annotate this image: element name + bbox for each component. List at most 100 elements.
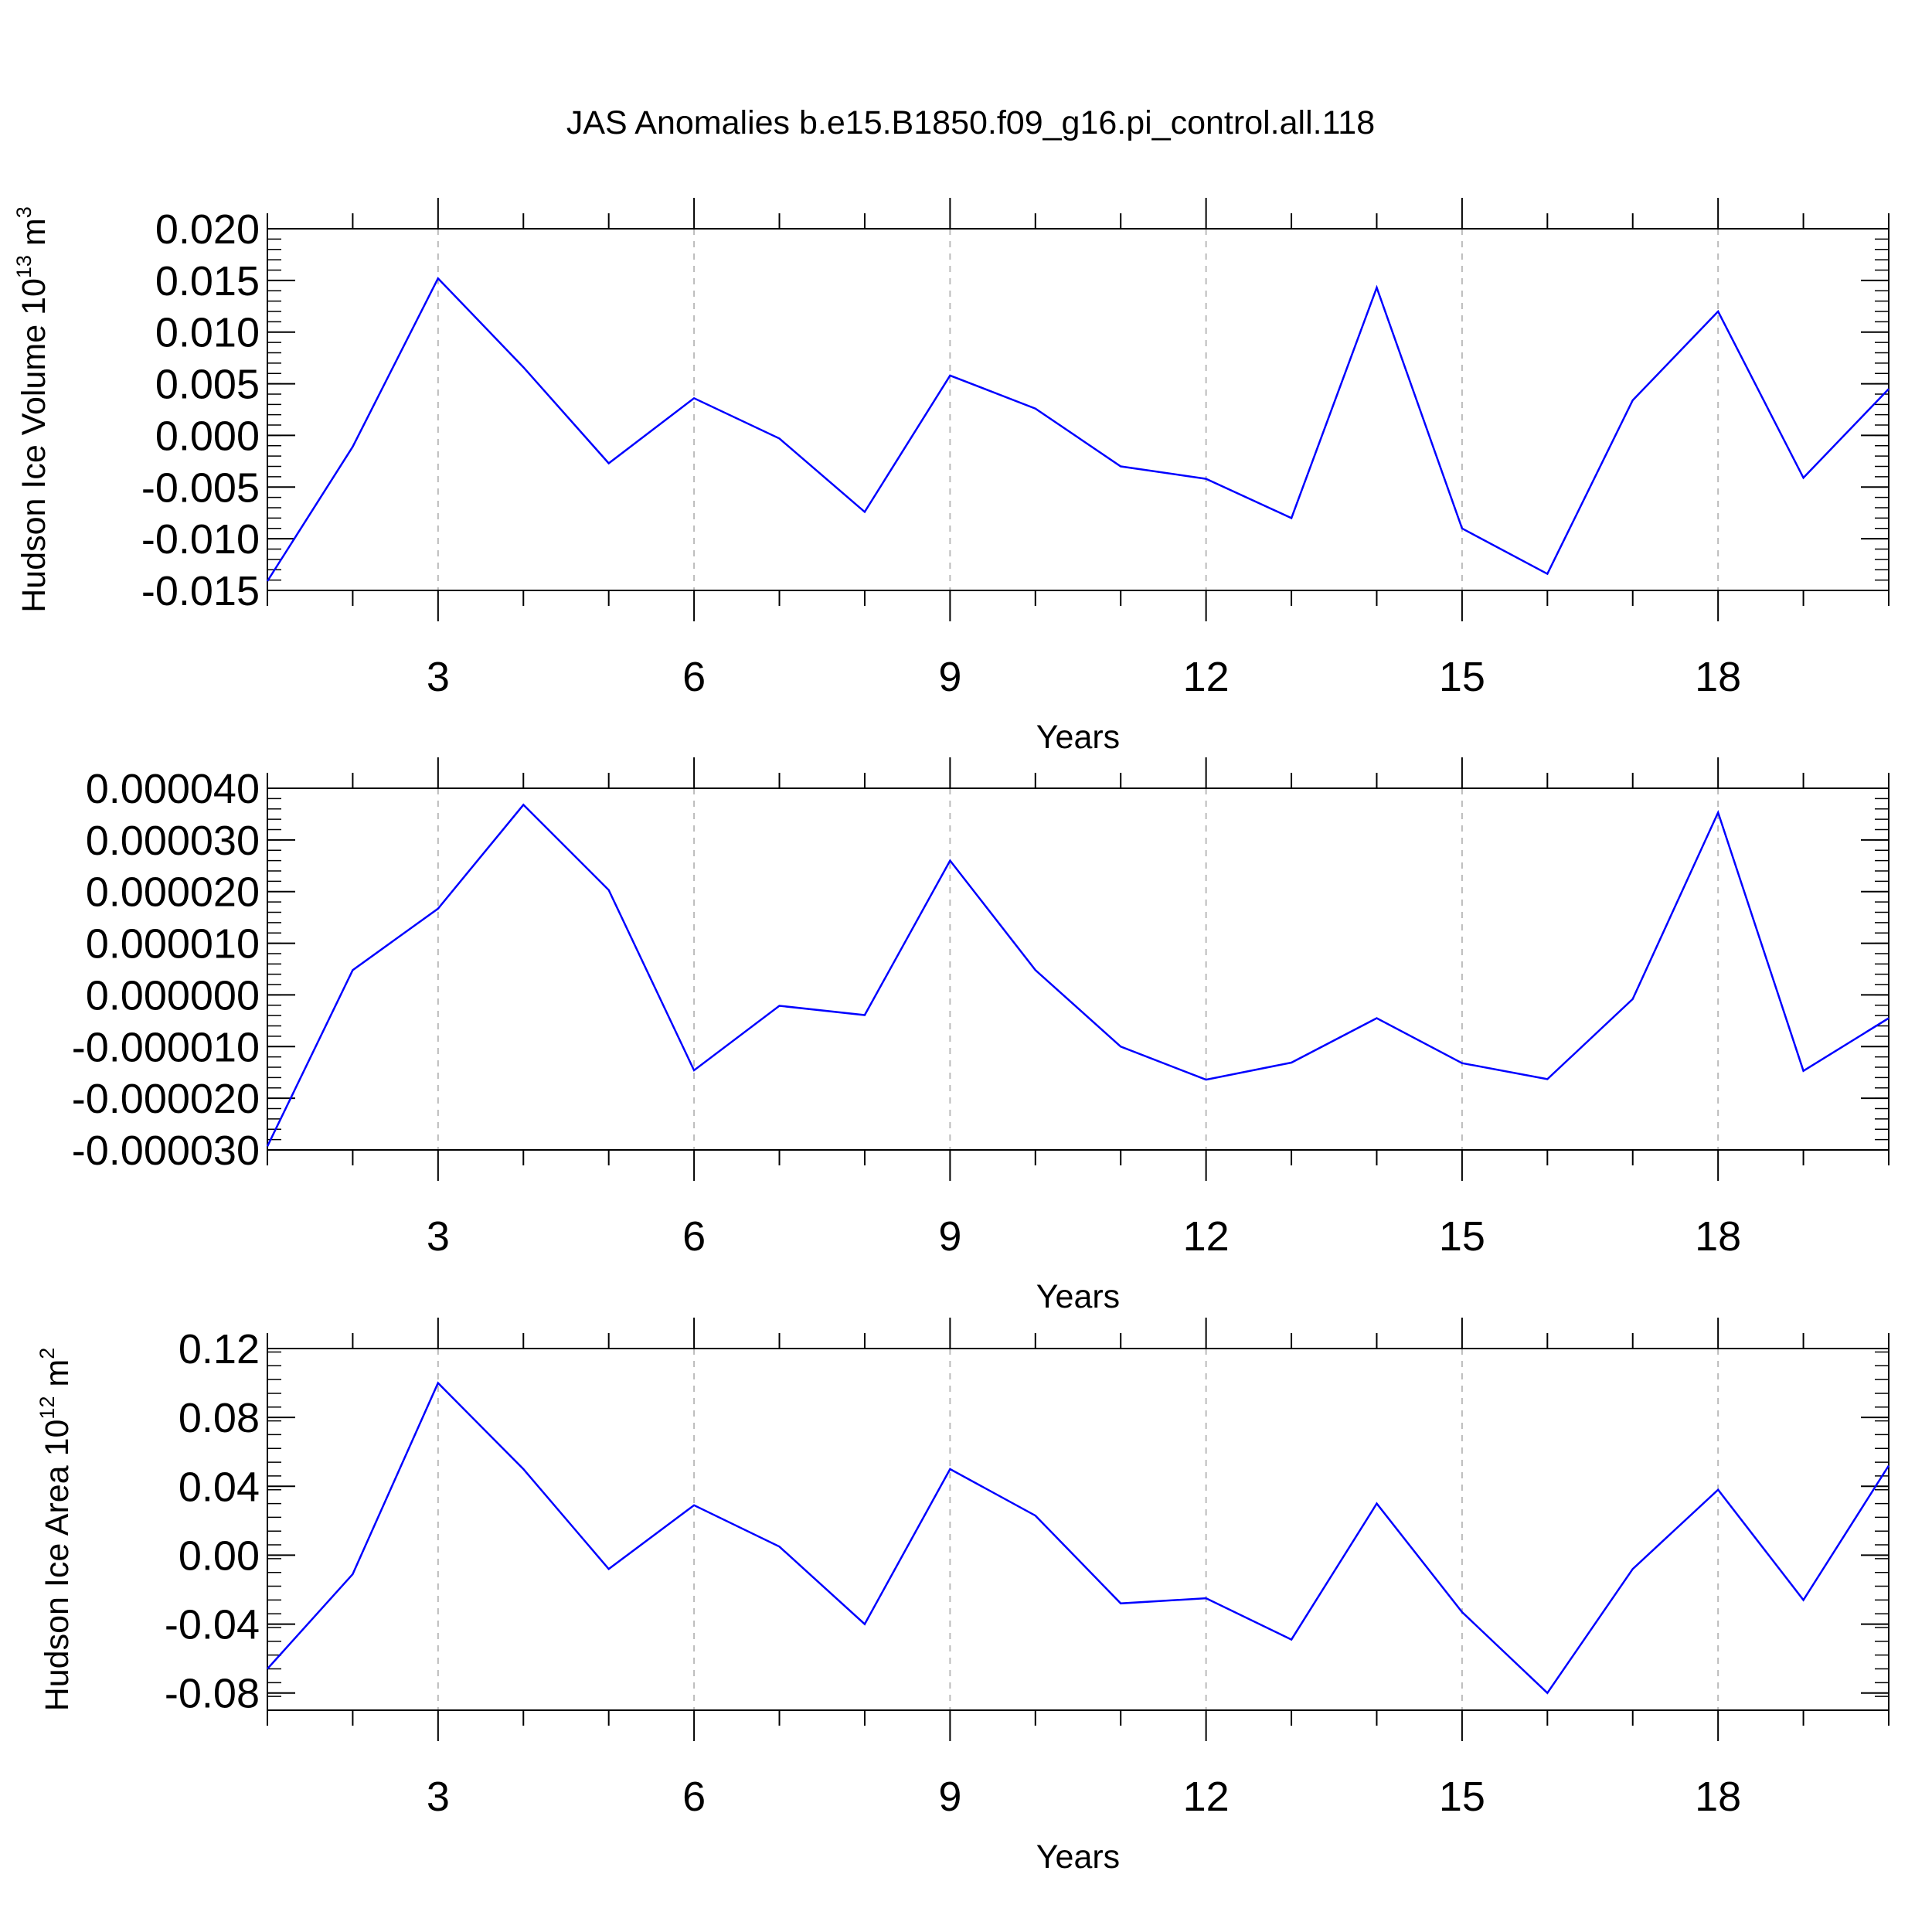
y-axis-label-unit-exponent: 3 [12,206,36,218]
data-point [1546,1692,1549,1695]
x-tick-label: 9 [938,1774,961,1820]
data-point [437,907,440,910]
data-point [863,510,866,513]
data-point [1631,1567,1634,1570]
x-axis-label: Years [1036,1278,1120,1315]
x-tick-label: 12 [1183,1213,1230,1260]
data-point [1887,1017,1890,1020]
data-point [778,437,781,440]
y-tick-label: 0.000000 [86,972,260,1019]
data-point [522,1468,525,1471]
data-point [1802,1598,1805,1601]
data-point [948,374,951,377]
y-tick-label: 0.005 [155,362,260,408]
data-point [1290,1638,1293,1641]
y-tick-label: 0.020 [155,206,260,253]
data-point [437,1382,440,1385]
y-tick-label: -0.005 [141,464,260,511]
data-point [351,1573,354,1576]
data-point [778,1545,781,1548]
data-point [1290,516,1293,519]
x-axis-label: Years [1036,719,1120,756]
panel-ice-volume: -0.015 -0.010 -0.005 0.000 0.005 0.010 0.015 0.… [12,198,1889,756]
y-axis-label-text: Hudson Ice Volume 10 [15,278,53,613]
x-tick-label: 15 [1439,654,1485,700]
data-point [778,1004,781,1007]
data-point [1205,478,1208,481]
data-point [863,1623,866,1626]
data-point [1716,1488,1719,1492]
data-point [1290,1061,1293,1064]
data-point [948,859,951,862]
y-tick-label: 0.08 [179,1395,260,1441]
y-tick-label: 0.000 [155,413,260,459]
data-point [1716,811,1719,814]
data-point [1205,1078,1208,1081]
data-point [1375,1017,1378,1020]
x-tick-label: 18 [1695,654,1741,700]
data-point [948,1468,951,1471]
data-point [266,1145,269,1148]
data-point [351,445,354,448]
data-point [1546,1077,1549,1080]
x-tick-label: 6 [682,1213,706,1260]
data-point [1631,998,1634,1001]
y-tick-label: -0.000020 [72,1076,260,1122]
data-point [522,803,525,806]
data-point [1461,1062,1464,1065]
y-axis-label-unit: m [15,218,53,255]
x-tick-label: 6 [682,654,706,700]
y-tick-label: -0.04 [165,1602,260,1648]
data-point [1119,1045,1122,1048]
series-line [266,277,1889,582]
data-point [522,366,525,369]
data-point [607,462,611,465]
y-tick-label: -0.015 [141,568,260,614]
x-tick-label: 12 [1183,654,1230,700]
y-tick-label: 0.000030 [86,818,260,864]
y-axis-label-exponent: 13 [12,255,36,278]
y-tick-label: 0.000020 [86,869,260,916]
series-line [266,803,1889,1147]
data-point [1119,1602,1122,1605]
data-point [1802,476,1805,479]
plot-frame [267,1348,1889,1711]
data-point [1375,286,1378,289]
y-tick-label: -0.010 [141,516,260,563]
data-point [607,1567,611,1570]
y-axis-label-text: Hudson Ice Area 10 [39,1420,76,1712]
y-tick-label: 0.010 [155,310,260,356]
y-tick-label: 0.00 [179,1532,260,1579]
y-tick-label: 0.12 [179,1326,260,1372]
data-point [1887,1464,1890,1468]
data-point [692,1504,696,1507]
data-point [1716,310,1719,313]
data-point [437,277,440,280]
data-point [1034,1514,1037,1517]
y-axis-label-unit: m [39,1359,76,1396]
y-axis-label-exponent: 12 [36,1396,59,1420]
data-point [1461,527,1464,530]
y-tick-label: 0.015 [155,258,260,304]
data-point [1802,1070,1805,1073]
x-tick-label: 3 [427,1774,450,1820]
x-tick-label: 9 [938,1213,961,1260]
chart-title: JAS Anomalies b.e15.B1850.f09_g16.pi_con… [566,104,1375,141]
data-point [1119,465,1122,468]
x-axis-label: Years [1036,1838,1120,1876]
x-tick-label: 15 [1439,1213,1485,1260]
x-tick-label: 3 [427,654,450,700]
x-tick-label: 15 [1439,1774,1485,1820]
x-tick-label: 3 [427,1213,450,1260]
plot-frame [267,228,1889,591]
y-axis-label: Hudson Ice Volume 1013 m3 [12,206,53,613]
y-tick-label: -0.000010 [72,1024,260,1070]
data-point [692,396,696,400]
data-point [692,1069,696,1072]
x-tick-label: 18 [1695,1774,1741,1820]
data-point [863,1014,866,1017]
y-axis-label-unit-exponent: 2 [36,1348,59,1359]
x-tick-label: 9 [938,654,961,700]
x-tick-label: 18 [1695,1213,1741,1260]
